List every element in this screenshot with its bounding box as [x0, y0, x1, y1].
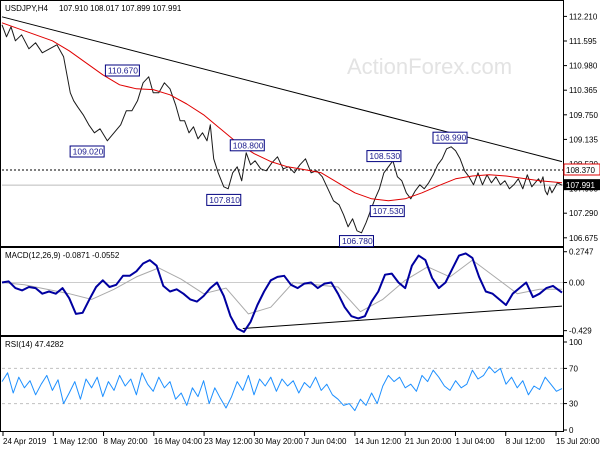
price-tick-label-1: 111.595	[569, 37, 597, 46]
level-value-box	[563, 163, 600, 176]
price-tick-label-4: 109.750	[569, 111, 598, 120]
rsi-tick-label-1: 70	[569, 364, 578, 373]
swing-label-3: 107.810	[209, 195, 240, 205]
swing-label-4: 108.530	[369, 151, 400, 161]
swing-label-box-0	[104, 64, 140, 77]
rsi-tick-label-3: 0	[569, 426, 574, 435]
swing-label-0: 110.670	[108, 66, 138, 76]
price-tick-label-5: 109.135	[569, 135, 598, 144]
swing-label-box-4	[366, 150, 402, 163]
rsi-tick-label-2: 30	[569, 400, 578, 409]
swing-label-2: 108.800	[233, 140, 264, 150]
macd-main-line	[1, 252, 563, 333]
swing-label-1: 109.020	[73, 147, 104, 157]
swing-label-6: 106.780	[342, 236, 373, 246]
chart-title: USDJPY,H4	[5, 4, 49, 13]
swing-label-box-3	[206, 193, 242, 206]
price-trendline	[1, 16, 563, 163]
x-tick-label-0: 24 Apr 2019	[3, 437, 47, 446]
swing-label-box-1	[69, 145, 105, 158]
swing-label-box-5	[369, 205, 405, 218]
price-tick-label-9: 106.675	[569, 234, 598, 243]
x-tick-label-9: 1 Jul 04:00	[455, 437, 495, 446]
macd-tick-label-0: 0.2747	[569, 248, 594, 257]
x-tick-label-10: 8 Jul 12:00	[506, 437, 546, 446]
rsi-panel	[0, 336, 564, 432]
x-tick-label-2: 8 May 20:00	[104, 437, 149, 446]
ema-series-line	[1, 22, 563, 202]
rsi-tick-label-0: 100	[569, 338, 583, 347]
price-tick-label-0: 112.210	[569, 12, 598, 21]
last-price-box	[564, 179, 600, 191]
x-tick-label-8: 21 Jun 20:00	[405, 437, 452, 446]
macd-signal-line	[1, 259, 562, 315]
price-tick-label-2: 110.980	[569, 62, 598, 71]
price-panel	[0, 0, 564, 247]
rsi-line	[1, 366, 563, 412]
swing-label-5: 107.530	[373, 206, 404, 216]
x-tick-label-3: 16 May 04:00	[154, 437, 203, 446]
x-tick-label-7: 14 Jun 12:00	[355, 437, 402, 446]
rsi-label: RSI(14) 47.4282	[5, 340, 64, 349]
x-tick-label-4: 23 May 12:00	[204, 437, 253, 446]
swing-label-box-7	[432, 131, 468, 144]
x-tick-label-6: 7 Jun 04:00	[305, 437, 347, 446]
x-tick-label-1: 1 May 12:00	[53, 437, 98, 446]
ohlc-readout: 107.910 108.017 107.899 107.991	[59, 4, 182, 13]
macd-tick-label-1: 0.00	[569, 279, 585, 288]
x-tick-label-11: 15 Jul 20:00	[556, 437, 600, 446]
x-tick-label-5: 30 May 20:00	[254, 437, 303, 446]
swing-label-box-2	[229, 139, 265, 152]
macd-tick-label-2: -0.429	[569, 327, 592, 336]
swing-label-7: 108.990	[436, 133, 467, 143]
watermark: ActionForex.com	[347, 54, 512, 79]
level-value-label: 108.370	[566, 166, 595, 175]
macd-trendline	[242, 305, 563, 330]
macd-panel	[0, 247, 564, 336]
macd-label: MACD(12,26,9) -0.0871 -0.0552	[5, 251, 120, 260]
price-tick-label-3: 110.365	[569, 86, 598, 95]
last-price-label: 107.991	[566, 181, 595, 190]
swing-label-box-6	[338, 235, 374, 248]
price-tick-label-8: 107.290	[569, 209, 598, 218]
